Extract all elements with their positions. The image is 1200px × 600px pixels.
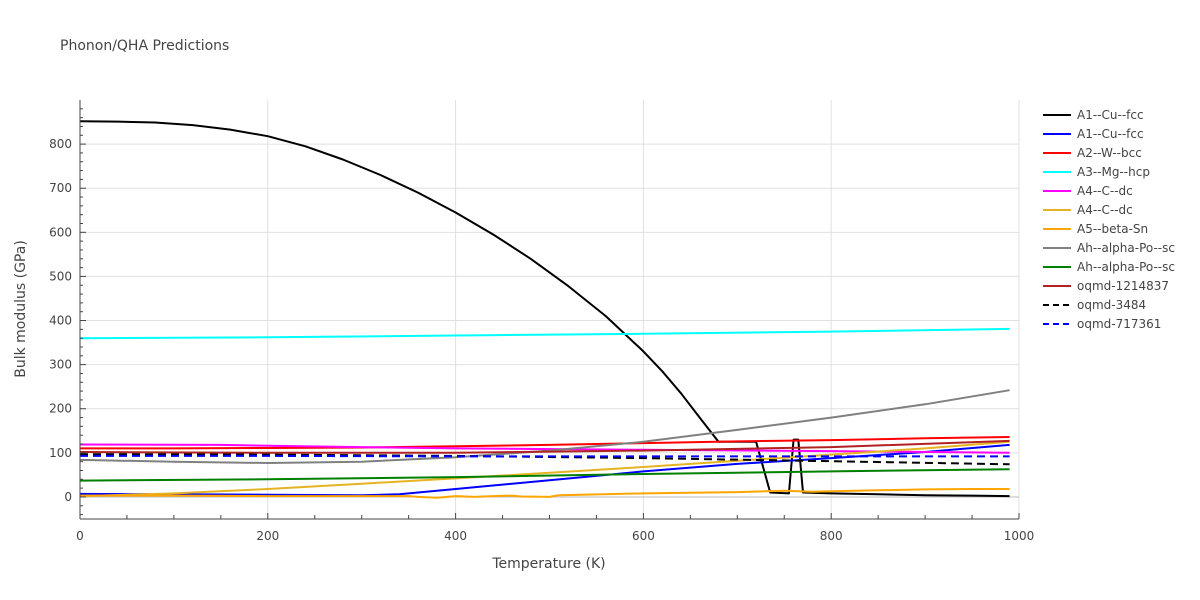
series-line-3	[79, 327, 1010, 340]
legend-label: A1--Cu--fcc	[1077, 108, 1144, 122]
legend-item[interactable]: A4--C--dc	[1043, 184, 1133, 198]
x-tick-label: 1000	[1004, 529, 1035, 543]
series-line-4	[79, 443, 1010, 454]
y-tick-label: 0	[64, 490, 72, 504]
series-line-7	[79, 389, 1010, 464]
series-line-1	[79, 443, 1010, 497]
chart-title: Phonon/QHA Predictions	[60, 38, 229, 54]
series-line-2	[80, 436, 1010, 450]
legend-label: A3--Mg--hcp	[1077, 165, 1150, 179]
legend-item[interactable]: A5--beta-Sn	[1043, 222, 1148, 236]
legend-label: A5--beta-Sn	[1077, 222, 1148, 236]
series-line-9	[79, 439, 1010, 454]
legend-label: Ah--alpha-Po--sc	[1077, 241, 1175, 255]
y-tick-label: 400	[49, 314, 72, 328]
legend-item[interactable]: A4--C--dc	[1043, 203, 1133, 217]
legend-label: A4--C--dc	[1077, 203, 1133, 217]
legend-item[interactable]: A1--Cu--fcc	[1043, 108, 1144, 122]
x-axis-label: Temperature (K)	[491, 556, 605, 572]
legend-item[interactable]: A1--Cu--fcc	[1043, 127, 1144, 141]
x-tick-label: 600	[632, 529, 655, 543]
legend-item[interactable]: A3--Mg--hcp	[1043, 165, 1150, 179]
series-line-0	[79, 120, 1010, 498]
x-tick-label: 400	[444, 529, 467, 543]
legend-label: oqmd-1214837	[1077, 279, 1169, 293]
y-tick-label: 200	[49, 402, 72, 416]
y-tick-label: 600	[49, 225, 72, 239]
legend-label: A4--C--dc	[1077, 184, 1133, 198]
x-tick-label: 0	[76, 529, 84, 543]
legend-label: oqmd-3484	[1077, 298, 1146, 312]
legend-item[interactable]: Ah--alpha-Po--sc	[1043, 260, 1175, 274]
legend-label: A1--Cu--fcc	[1077, 127, 1144, 141]
legend-item[interactable]: A2--W--bcc	[1043, 146, 1142, 160]
x-tick-label: 200	[256, 529, 279, 543]
y-tick-label: 700	[49, 181, 72, 195]
legend-item[interactable]: oqmd-1214837	[1043, 279, 1169, 293]
x-tick-label: 800	[820, 529, 843, 543]
y-tick-label: 300	[49, 358, 72, 372]
series-line-5	[79, 440, 1010, 498]
legend-item[interactable]: oqmd-3484	[1043, 298, 1146, 312]
legend-label: oqmd-717361	[1077, 317, 1161, 331]
y-axis-label: Bulk modulus (GPa)	[13, 240, 29, 378]
legend-label: A2--W--bcc	[1077, 146, 1142, 160]
series-line-11	[80, 454, 1010, 458]
axes: 0 200 400 600 800 1000 0 100 200 300 400 500 600 700 8…	[49, 100, 1034, 543]
legend[interactable]: A1--Cu--fcc A1--Cu--fcc A2--W--bcc A3--Mg--…	[1043, 108, 1175, 331]
y-tick-label: 100	[49, 446, 72, 460]
series-line-8	[79, 468, 1010, 482]
series-layer	[79, 120, 1010, 499]
y-tick-label: 500	[49, 269, 72, 283]
legend-item[interactable]: oqmd-717361	[1043, 317, 1161, 331]
y-tick-label: 800	[49, 137, 72, 151]
series-line-6	[80, 488, 1010, 499]
legend-item[interactable]: Ah--alpha-Po--sc	[1043, 241, 1175, 255]
legend-label: Ah--alpha-Po--sc	[1077, 260, 1175, 274]
